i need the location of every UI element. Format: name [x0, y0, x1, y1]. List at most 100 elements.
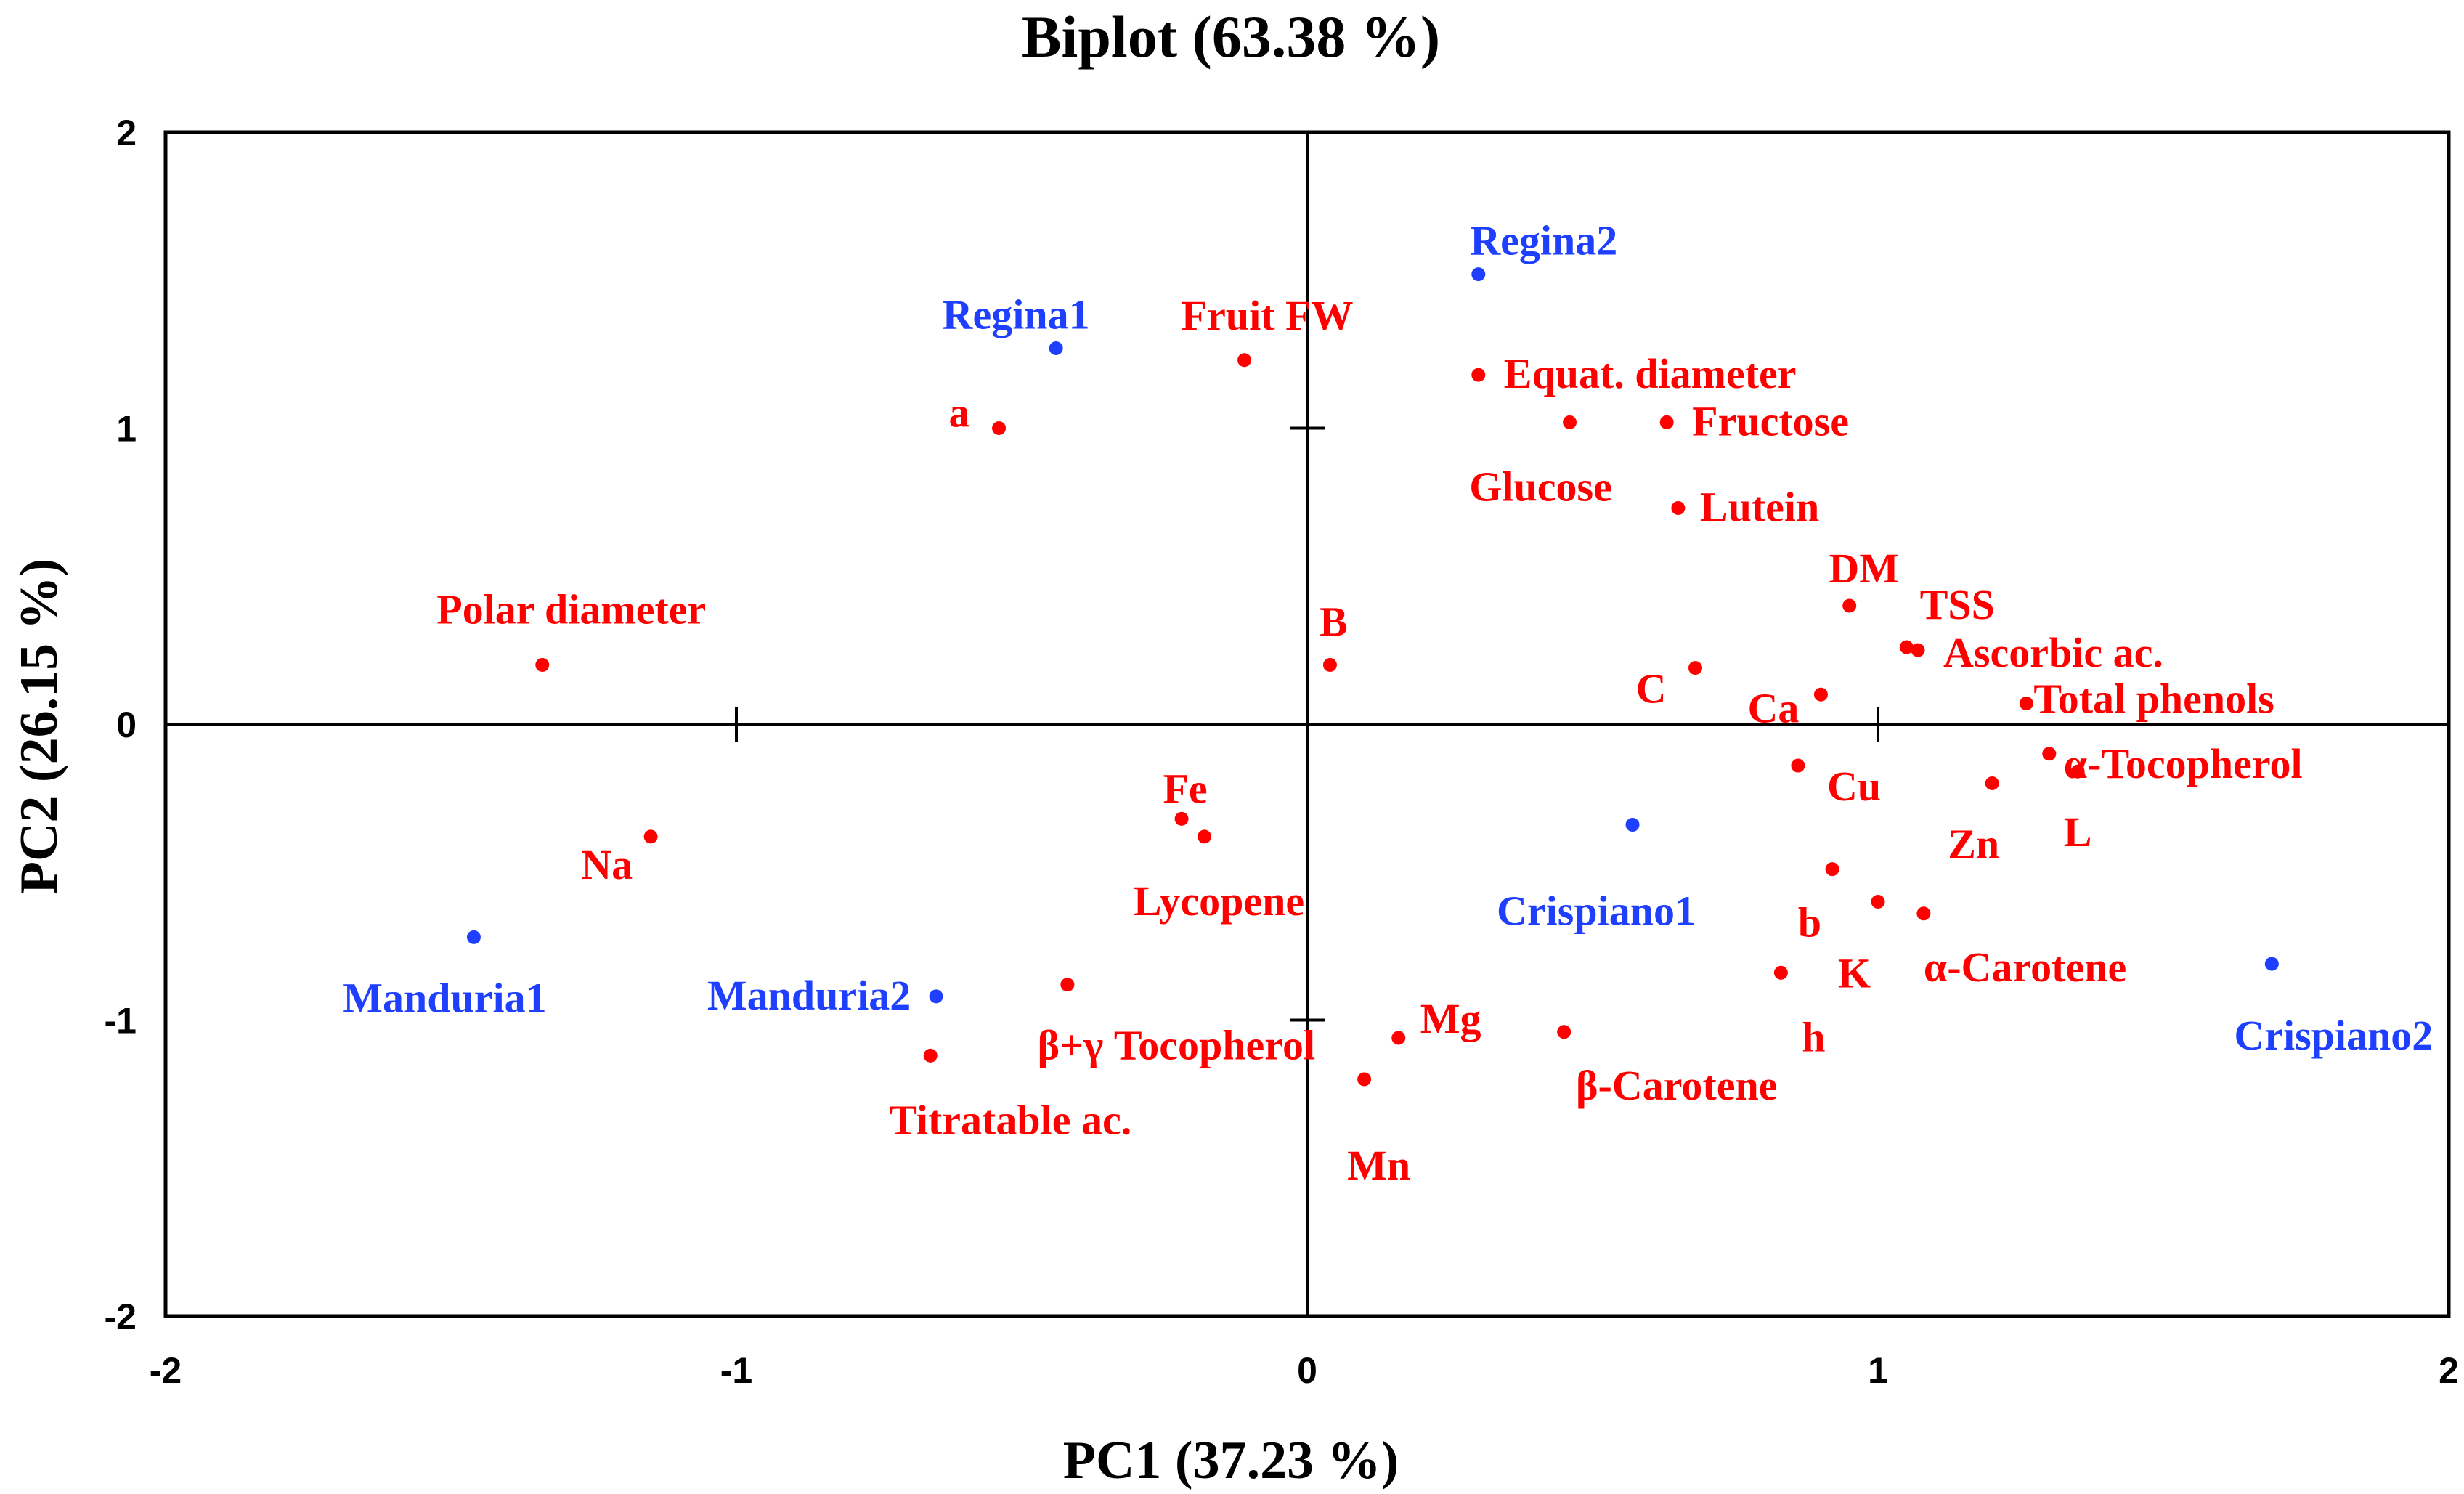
- data-point-marker: [2042, 747, 2057, 761]
- variable-point: Na: [581, 829, 658, 888]
- observation-point: Manduria2: [707, 972, 943, 1019]
- data-point-marker: [1060, 978, 1075, 992]
- variable-point: a: [949, 389, 1007, 437]
- data-point-marker: [1911, 643, 1925, 657]
- data-point-label: Cu: [1827, 763, 1881, 810]
- data-point-marker: [1791, 758, 1805, 773]
- data-point-label: Regina1: [943, 291, 1090, 338]
- variable-point: DM: [1829, 545, 1899, 613]
- data-point-marker: [1174, 811, 1189, 826]
- data-point-label: Polar diameter: [436, 586, 706, 633]
- data-point-label: β-Carotene: [1576, 1062, 1778, 1109]
- data-point-marker: [1471, 267, 1486, 282]
- data-point-marker: [1625, 818, 1640, 832]
- observation-point: Crispiano1: [1497, 818, 1696, 935]
- variable-point: C: [1636, 661, 1702, 713]
- data-point-label: h: [1802, 1013, 1825, 1060]
- x-axis-label: PC1 (37.23 %): [1063, 1431, 1399, 1490]
- data-point-marker: [923, 1048, 938, 1063]
- variable-point: Total phenols: [2019, 675, 2274, 722]
- data-point-marker: [1198, 829, 1212, 844]
- variable-point: Ascorbic ac.: [1911, 629, 2163, 676]
- data-point-marker: [1557, 1025, 1571, 1039]
- data-point-marker: [466, 930, 481, 944]
- data-point-label: Titratable ac.: [889, 1096, 1131, 1143]
- data-point-label: C: [1636, 665, 1667, 713]
- data-point-marker: [1391, 1031, 1406, 1045]
- observation-point: Regina2: [1470, 217, 1617, 282]
- variable-point: Fe: [1163, 765, 1208, 826]
- data-point-marker: [1871, 895, 1885, 909]
- data-point-label: α-Carotene: [1924, 943, 2126, 991]
- data-point-label: Lutein: [1700, 484, 1819, 531]
- data-point-marker: [2019, 696, 2033, 710]
- data-point-marker: [1813, 687, 1828, 702]
- variable-point: b: [1798, 862, 1839, 946]
- data-point-label: Crispiano1: [1497, 888, 1696, 935]
- data-point-label: Mn: [1347, 1142, 1410, 1189]
- data-point-marker: [1322, 658, 1337, 672]
- y-tick-label: 1: [116, 409, 137, 450]
- data-point-label: Equat. diameter: [1504, 350, 1797, 397]
- variable-point: Glucose: [1469, 415, 1612, 510]
- variable-point: β+γ Tocopherol: [1038, 978, 1315, 1069]
- observation-point: Manduria1: [343, 930, 547, 1021]
- data-point-marker: [1688, 661, 1702, 675]
- x-tick-label: 1: [1868, 1350, 1888, 1391]
- variable-point: β-Carotene: [1557, 1025, 1777, 1109]
- data-point-label: B: [1320, 598, 1348, 646]
- variable-point: Mg: [1391, 995, 1481, 1045]
- data-point-label: Total phenols: [2033, 675, 2274, 722]
- variable-point: Equat. diameter: [1471, 350, 1797, 397]
- variable-point: K: [1838, 895, 1885, 997]
- data-point-marker: [1842, 598, 1857, 613]
- variable-point: Fructose: [1659, 397, 1849, 444]
- data-point-label: a: [949, 389, 970, 437]
- data-point-label: K: [1838, 950, 1871, 997]
- data-point-marker: [2264, 957, 2279, 971]
- data-point-label: Regina2: [1470, 217, 1617, 264]
- zero-axes: [166, 132, 2449, 1316]
- data-point-marker: [1357, 1072, 1372, 1087]
- data-point-marker: [643, 829, 658, 844]
- data-point-label: TSS: [1920, 581, 1995, 628]
- data-point-marker: [1049, 341, 1063, 355]
- data-point-marker: [1899, 640, 1914, 654]
- data-point-label: Fruit FW: [1182, 292, 1354, 339]
- data-point-label: Crispiano2: [2234, 1012, 2433, 1059]
- data-point-label: Na: [581, 841, 633, 888]
- variable-point: Lycopene: [1134, 829, 1304, 925]
- y-tick-label: 0: [116, 705, 137, 745]
- data-point-label: α-Tocopherol: [2064, 740, 2303, 787]
- data-point-label: b: [1798, 899, 1821, 946]
- data-point-marker: [535, 658, 550, 672]
- data-point-label: Zn: [1948, 821, 1999, 868]
- variable-point: TSS: [1899, 581, 1995, 654]
- data-point-label: Mg: [1420, 995, 1481, 1042]
- data-point-marker: [1671, 501, 1686, 516]
- data-point-marker: [1471, 368, 1486, 382]
- variable-point: B: [1320, 598, 1348, 672]
- y-tick-label: 2: [116, 113, 137, 153]
- variable-point: L: [2064, 764, 2091, 856]
- y-axis-ticks: -2 -1 0 1 2: [105, 113, 137, 1337]
- data-point-marker: [2070, 764, 2085, 779]
- data-point-marker: [992, 421, 1007, 435]
- variable-point: α-Carotene: [1916, 906, 2126, 991]
- data-point-label: DM: [1829, 545, 1899, 592]
- chart-title: Biplot (63.38 %): [1022, 4, 1440, 70]
- variable-point: Zn: [1948, 776, 1999, 868]
- data-point-marker: [1563, 415, 1577, 429]
- x-axis-ticks: -2 -1 0 1 2: [150, 1350, 2459, 1391]
- variable-point: α-Tocopherol: [2042, 740, 2303, 787]
- data-point-marker: [1985, 776, 1999, 790]
- variable-point: Ca: [1748, 684, 1828, 731]
- y-axis-label: PC2 (26.15 %): [9, 559, 69, 894]
- variable-point: Cu: [1791, 758, 1881, 810]
- variable-point: Mn: [1347, 1072, 1410, 1189]
- data-point-label: Glucose: [1469, 463, 1612, 510]
- data-point-label: β+γ Tocopherol: [1038, 1022, 1315, 1069]
- data-point-label: Fe: [1163, 765, 1207, 812]
